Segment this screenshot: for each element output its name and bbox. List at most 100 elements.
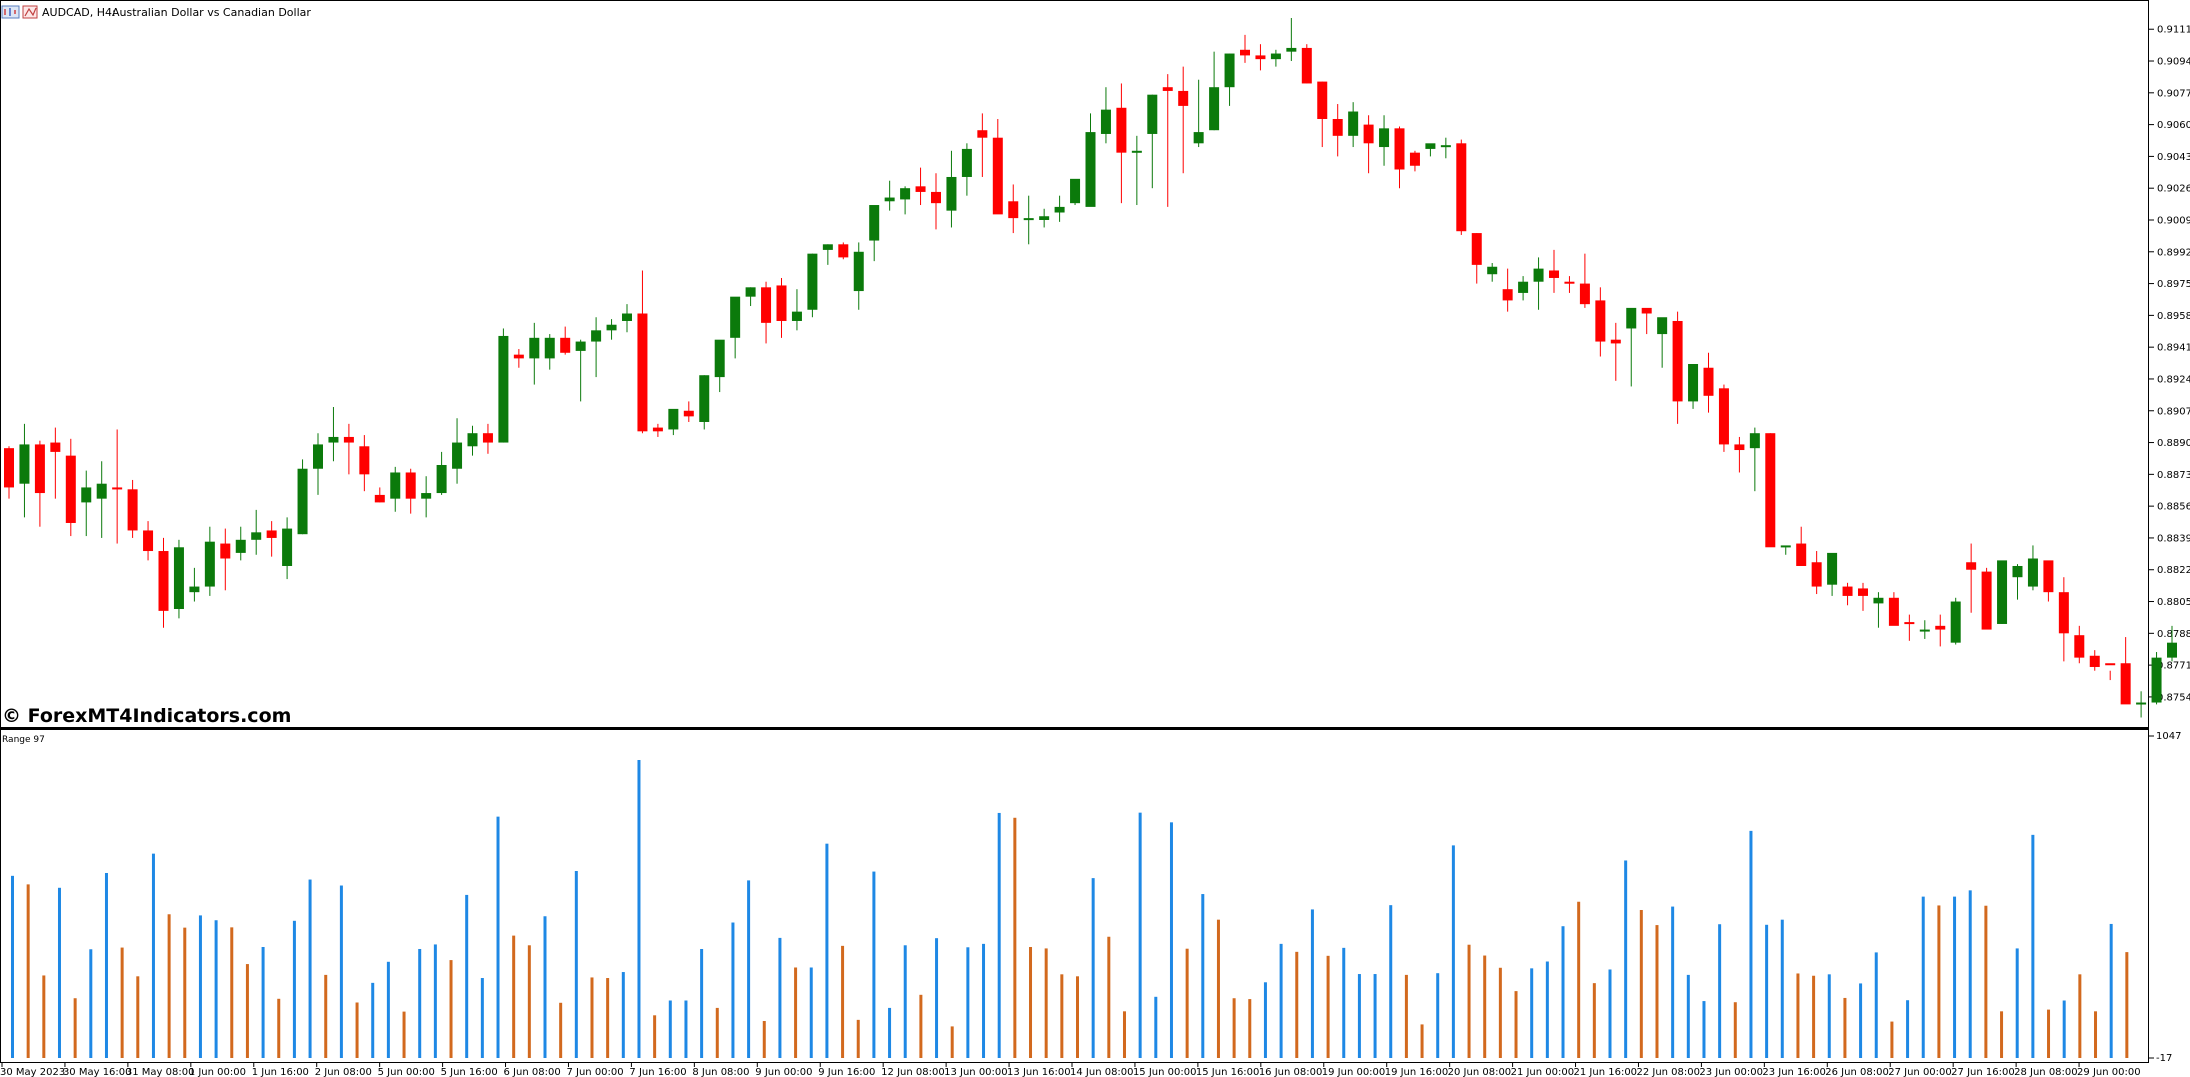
candle-body (1502, 289, 1513, 301)
range-bar (1483, 955, 1487, 1058)
candle-body (745, 287, 756, 297)
range-bar (198, 915, 202, 1058)
candle-body (1317, 81, 1328, 119)
candle-body (869, 205, 880, 241)
range-bar (1718, 924, 1722, 1058)
candle (1688, 364, 1699, 409)
time-axis-label: 2 Jun 08:00 (315, 1067, 372, 1077)
candle (1023, 195, 1034, 245)
range-bar (1968, 890, 1972, 1058)
candle-body (2027, 558, 2038, 587)
candle (1966, 543, 1977, 613)
candle (977, 113, 988, 177)
candle-body (1827, 552, 1838, 585)
range-bar (433, 944, 437, 1058)
candle-body (1008, 201, 1019, 219)
candle-body (1997, 560, 2008, 624)
candle-body (900, 188, 911, 200)
candle-body (1085, 132, 1096, 207)
range-bar (2015, 948, 2019, 1058)
range-bar (449, 960, 453, 1058)
time-axis-label: 21 Jun 00:00 (1511, 1067, 1575, 1077)
candle-body (2058, 592, 2069, 634)
candle (591, 317, 602, 378)
time-axis-label: 31 May 08:00 (126, 1067, 195, 1077)
range-bar (856, 1019, 860, 1058)
candle-body (482, 433, 493, 443)
range-bar (214, 920, 218, 1058)
candle-body (591, 330, 602, 342)
range-bar (1812, 975, 1816, 1058)
candle (575, 339, 586, 402)
candle (1008, 184, 1019, 234)
candle-body (1688, 364, 1699, 402)
candle-body (235, 539, 246, 553)
candle-body (622, 313, 632, 321)
range-bar (2031, 834, 2035, 1058)
range-bar (1514, 991, 1518, 1058)
candle (838, 242, 849, 260)
candle-body (1904, 622, 1915, 625)
candle (1054, 195, 1065, 222)
candle (34, 440, 45, 527)
candle (1626, 307, 1637, 387)
time-axis-label: 9 Jun 00:00 (755, 1067, 812, 1077)
candle (2012, 564, 2023, 600)
candle-body (977, 130, 988, 138)
range-bar (418, 948, 422, 1058)
range-bar (1357, 974, 1361, 1058)
time-axis-label: 15 Jun 00:00 (1133, 1067, 1197, 1077)
candle-body (1131, 150, 1142, 153)
range-bar (590, 977, 594, 1058)
range-bar (57, 887, 61, 1058)
candle (81, 470, 92, 537)
range-bar (1921, 896, 1925, 1058)
range-bar (42, 975, 46, 1058)
range-bar (997, 812, 1001, 1058)
candle (606, 319, 617, 340)
time-axis-label: 7 Jun 00:00 (566, 1067, 623, 1077)
candle-body (1780, 545, 1791, 548)
candle (1533, 257, 1544, 310)
candle (251, 509, 262, 555)
candle-body (1549, 270, 1559, 278)
indicator-axis[interactable]: 1047 -17 (2149, 731, 2181, 1064)
range-bar (794, 967, 798, 1058)
indicator-icon[interactable] (22, 5, 38, 19)
candle-body (1533, 268, 1544, 282)
candle (1147, 94, 1158, 189)
chart-window-icon[interactable] (1, 5, 20, 19)
candle (1657, 317, 1668, 368)
candle-body (1888, 597, 1899, 626)
indicator-axis-min: -17 (2156, 1053, 2172, 1064)
time-axis-label: 21 Jun 16:00 (1574, 1067, 1638, 1077)
candle-body (1579, 283, 1590, 305)
range-bar (1451, 845, 1455, 1058)
range-bar (1671, 906, 1675, 1058)
candle (1796, 526, 1807, 566)
candle-body (946, 176, 957, 211)
candle-body (81, 487, 92, 503)
candle-body (1734, 444, 1745, 451)
candle-body (297, 468, 308, 535)
candle (1610, 322, 1621, 381)
candle (1703, 352, 1714, 413)
candle-body (421, 493, 432, 499)
range-bar (1749, 830, 1753, 1058)
candle-body (652, 427, 663, 432)
candle (328, 407, 339, 462)
candle (2074, 625, 2085, 664)
range-bar (1216, 919, 1220, 1058)
range-bar (183, 927, 187, 1058)
candle (730, 296, 741, 359)
range-bar (339, 885, 343, 1058)
